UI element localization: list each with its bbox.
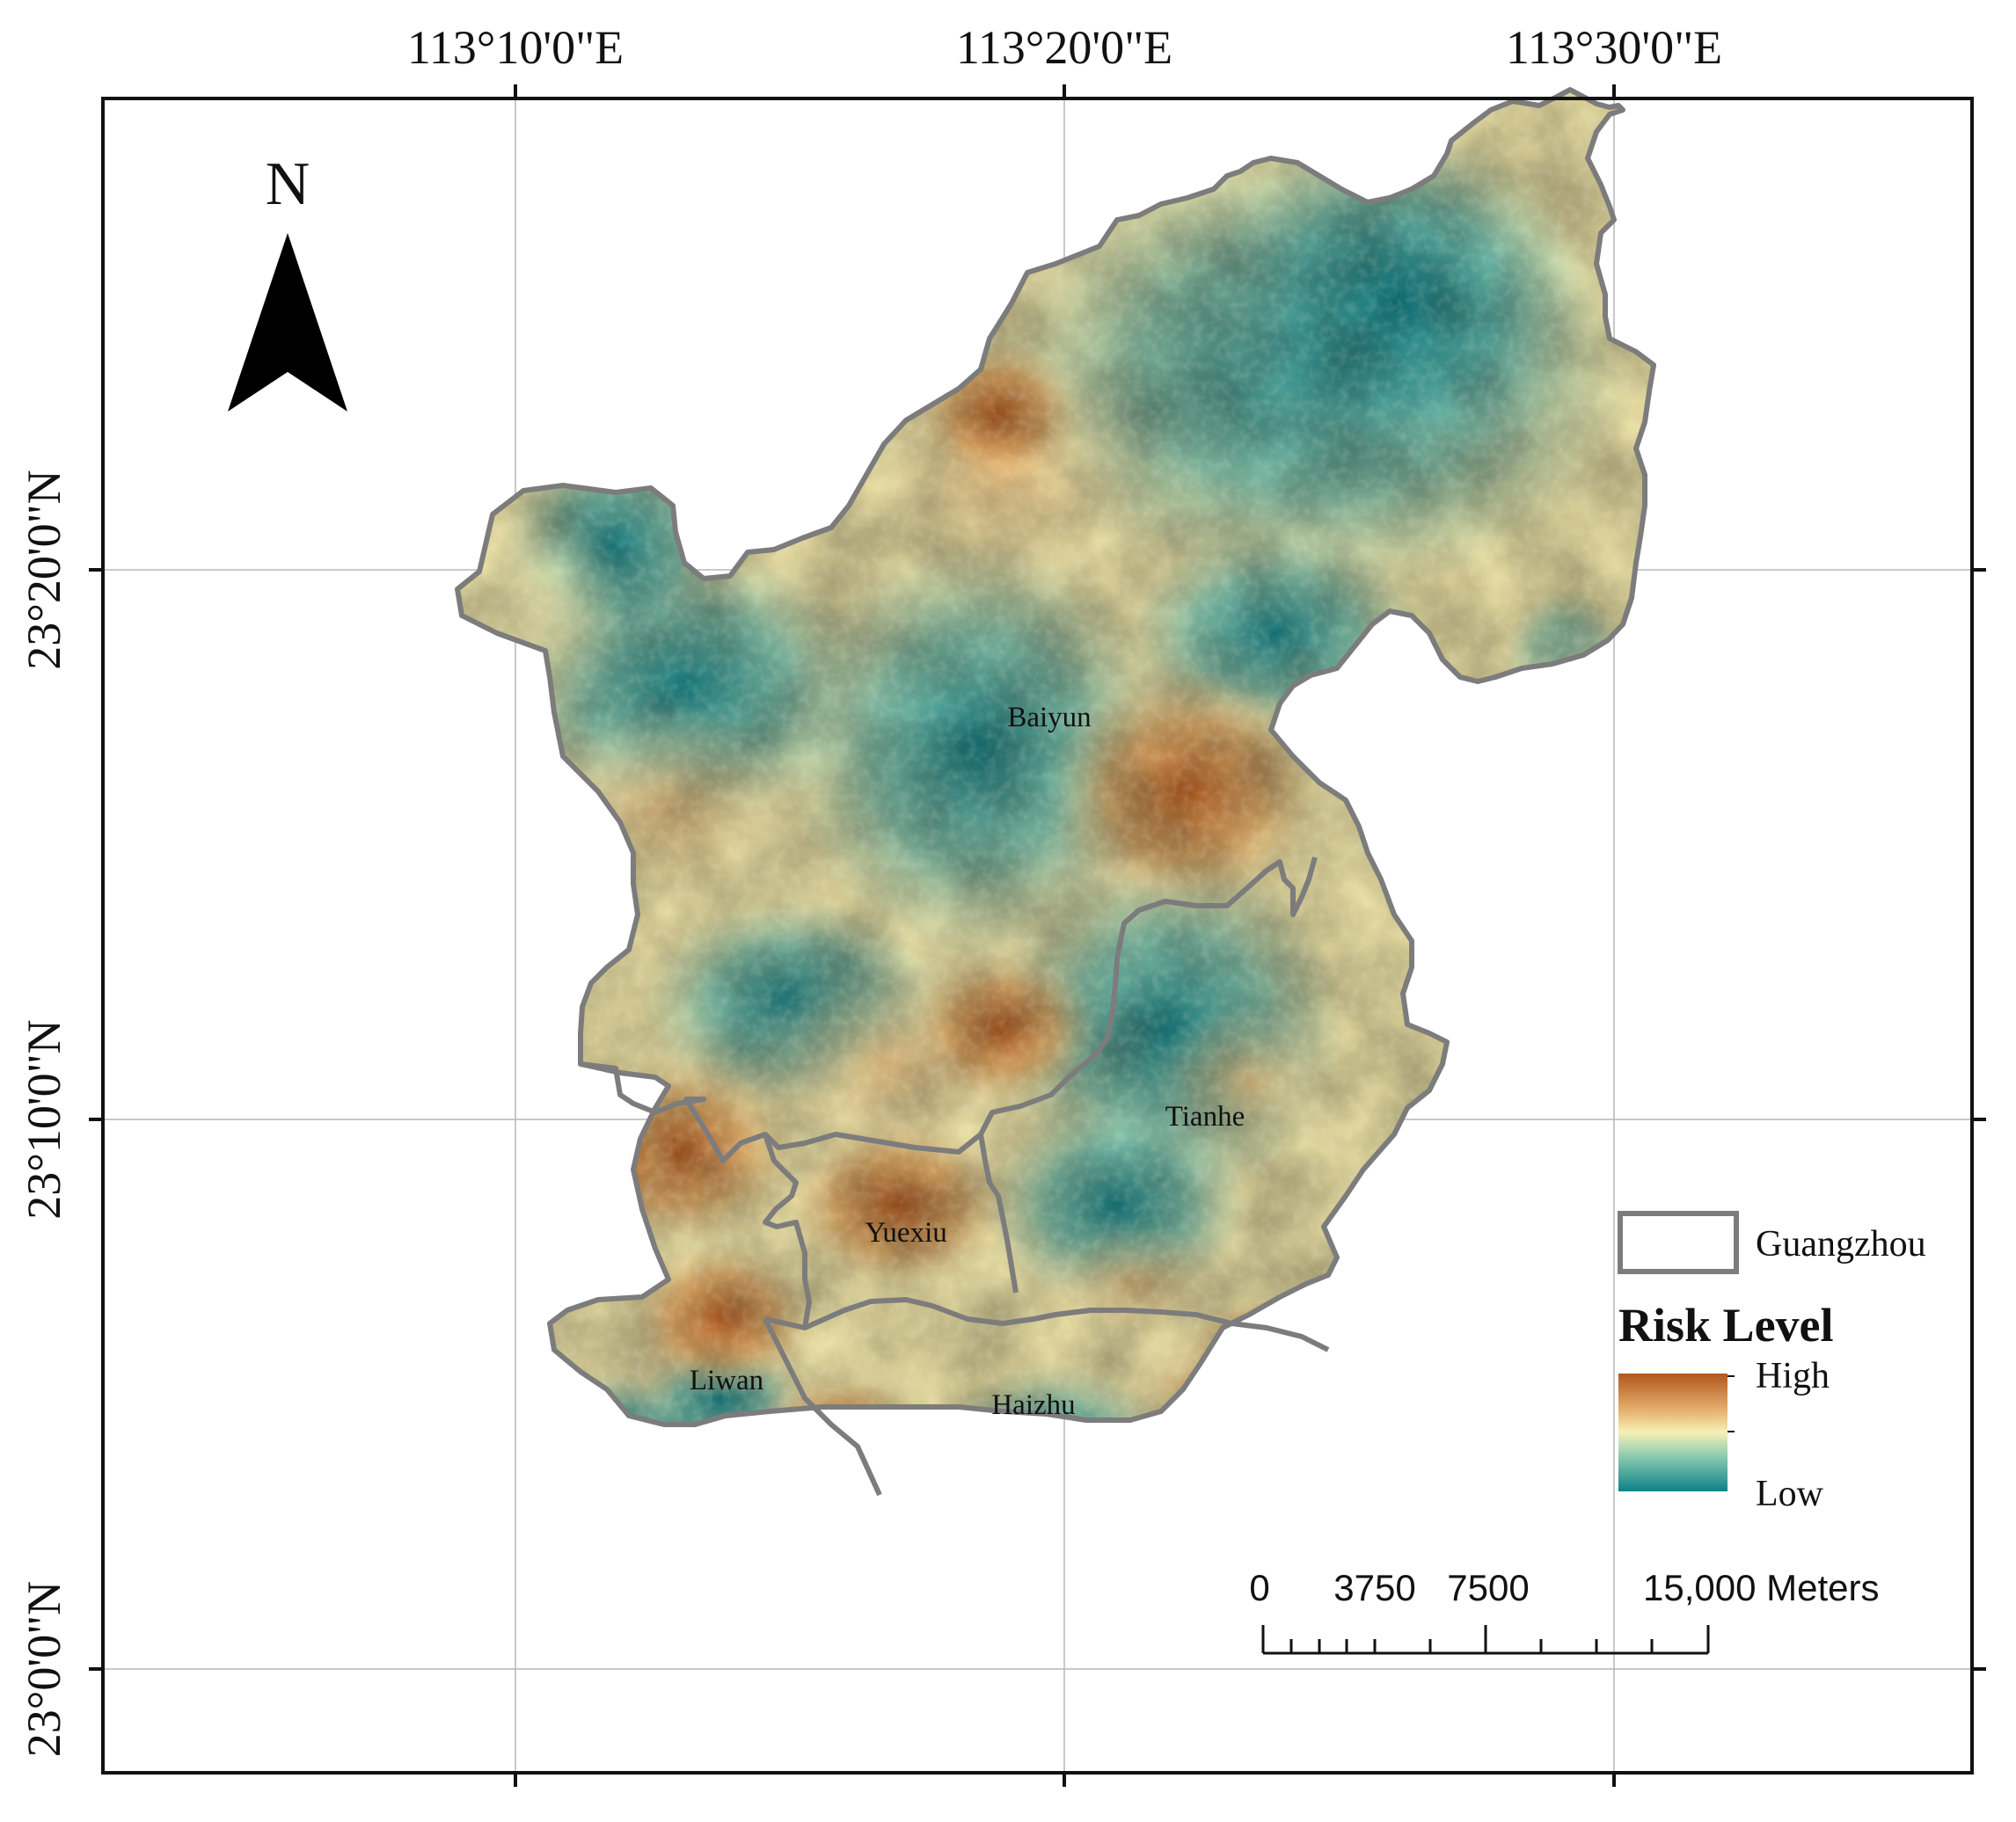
longitude-label-3: 113°30'0"E: [1506, 21, 1722, 74]
district-label-tianhe: Tianhe: [1165, 1101, 1245, 1133]
legend-boundary-label: Guangzhou: [1756, 1224, 1926, 1264]
legend-boundary-swatch: [1618, 1211, 1739, 1274]
scale-label-7500: 7500: [1447, 1567, 1529, 1608]
latitude-label-1: 23°20'0"N: [18, 470, 70, 669]
legend-high-label: High: [1756, 1356, 1830, 1396]
legend-color-ramp: [1618, 1374, 1727, 1491]
north-arrow-icon: [228, 233, 347, 412]
north-arrow: N: [228, 150, 347, 412]
legend: Guangzhou Risk Level High Low: [1618, 1211, 1926, 1514]
scale-bar: 0 3750 7500 15,000 Meters: [1249, 1567, 1880, 1655]
scale-label-3750: 3750: [1333, 1567, 1415, 1608]
map-frame: [101, 97, 1974, 1775]
legend-low-label: Low: [1756, 1474, 1824, 1514]
latitude-label-3: 23°0'0"N: [18, 1581, 70, 1757]
district-label-baiyun: Baiyun: [1007, 702, 1091, 733]
district-boundaries: [457, 90, 1654, 1497]
north-label: N: [266, 150, 310, 218]
longitude-label-1: 113°10'0"E: [407, 21, 624, 74]
longitude-label-2: 113°20'0"E: [956, 21, 1172, 74]
district-label-liwan: Liwan: [690, 1365, 763, 1396]
scale-label-15000-meters: 15,000 Meters: [1643, 1567, 1880, 1608]
frame-ticks: [89, 84, 1986, 1787]
latitude-label-2: 23°10'0"N: [18, 1019, 70, 1219]
legend-title: Risk Level: [1618, 1299, 1834, 1352]
district-label-haizhu: Haizhu: [991, 1389, 1075, 1421]
district-label-yuexiu: Yuexiu: [865, 1217, 947, 1249]
scale-label-0: 0: [1249, 1567, 1269, 1608]
